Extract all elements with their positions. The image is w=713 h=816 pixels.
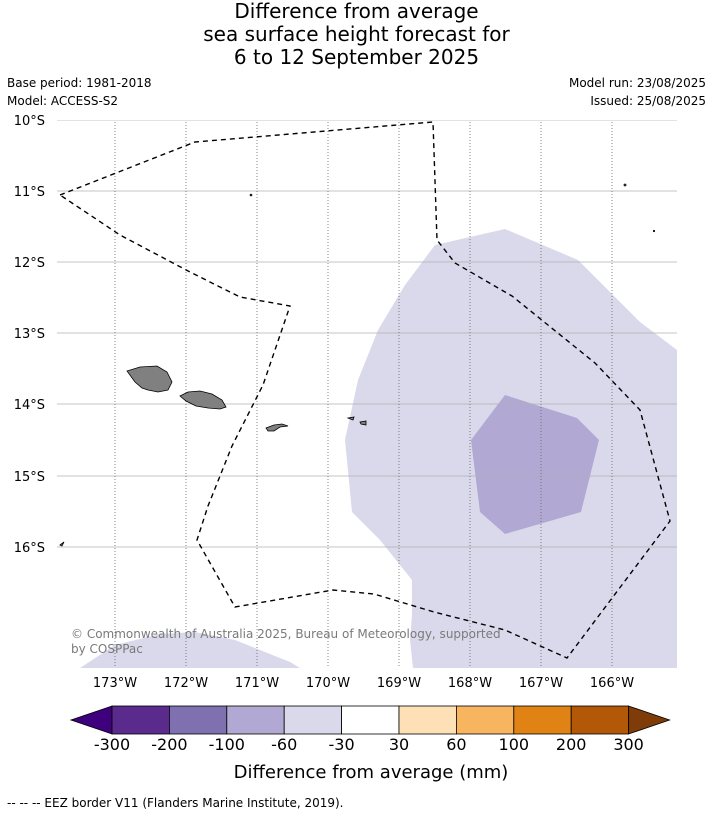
lon-label: 166°W: [590, 676, 634, 691]
island-tokelau-b: [652, 229, 656, 233]
lat-label: 16°S: [14, 541, 45, 556]
colorbar-extension-min: [69, 705, 113, 735]
model-name: Model: ACCESS-S2: [7, 94, 119, 108]
contour-band-neg100-neg60: [471, 395, 599, 534]
meta-right: Model run: 23/08/2025 Issued: 25/08/2025: [569, 74, 706, 110]
lat-label: 12°S: [14, 256, 45, 271]
copyright-line-1: © Commonwealth of Australia 2025, Bureau…: [71, 627, 501, 641]
island-savaii: [126, 365, 173, 393]
colorbar-segment: [570, 705, 630, 735]
island-manua: [346, 416, 367, 426]
colorbar-tick-label: -300: [94, 735, 130, 754]
island-wallis-futuna: [59, 541, 65, 547]
lon-label: 173°W: [93, 676, 137, 691]
lon-label: 172°W: [164, 676, 208, 691]
lon-label: 168°W: [448, 676, 492, 691]
latitude-labels: 10°S 11°S 12°S 13°S 14°S 15°S 16°S: [14, 114, 45, 556]
colorbar-extension-max: [628, 705, 671, 735]
copyright-line-2: by COSPPac: [71, 642, 143, 656]
contour-band-neg60-neg30-southwest: [80, 632, 300, 668]
colorbar-segment: [513, 705, 572, 735]
title-line-2: sea surface height forecast for: [203, 22, 510, 46]
colorbar-tick-label: -200: [151, 735, 187, 754]
colorbar-tick-label: 100: [499, 735, 530, 754]
island-tokelau-a: [623, 183, 627, 187]
colorbar: -300 -200 -100 -60 -30 30 60 100 200 300: [69, 705, 671, 754]
colorbar-segment: [111, 705, 170, 735]
colorbar-segment: [226, 705, 285, 735]
map-title: Difference from average sea surface heig…: [0, 0, 713, 69]
colorbar-tick-label: 30: [389, 735, 409, 754]
lat-label: 13°S: [14, 327, 45, 342]
lon-label: 167°W: [519, 676, 563, 691]
meta-left: Base period: 1981-2018 Model: ACCESS-S2: [7, 74, 152, 110]
eez-border-samoa: [59, 121, 671, 659]
island-swains: [249, 193, 253, 197]
island-tutuila: [265, 423, 289, 432]
lon-label: 170°W: [306, 676, 350, 691]
eez-borders: [59, 121, 671, 659]
longitude-labels: 173°W 172°W 171°W 170°W 169°W 168°W 167°…: [93, 676, 634, 691]
colorbar-title: Difference from average (mm): [233, 762, 509, 783]
colorbar-segment: [168, 705, 228, 735]
meridians: [114, 120, 613, 668]
colorbar-tick-label: 300: [613, 735, 644, 754]
title-line-1: Difference from average: [234, 0, 479, 23]
island-upolu: [179, 390, 227, 410]
lat-label: 10°S: [14, 114, 45, 129]
title-line-3: 6 to 12 September 2025: [233, 45, 480, 69]
base-period: Base period: 1981-2018: [7, 76, 152, 90]
colorbar-segment: [455, 705, 515, 735]
colorbar-segment: [283, 705, 343, 735]
colorbar-tick-label: -60: [271, 735, 297, 754]
land: [59, 183, 656, 547]
lat-label: 15°S: [14, 470, 45, 485]
lat-label: 14°S: [14, 398, 45, 413]
model-run: Model run: 23/08/2025: [568, 76, 706, 90]
parallels: [57, 120, 677, 548]
lon-label: 171°W: [235, 676, 279, 691]
lat-label: 11°S: [14, 185, 45, 200]
issued-date: Issued: 25/08/2025: [590, 94, 706, 108]
colorbar-tick-label: -30: [329, 735, 355, 754]
map-plot-area: © Commonwealth of Australia 2025, Bureau…: [57, 120, 677, 668]
eez-footnote: -- -- -- EEZ border V11 (Flanders Marine…: [7, 796, 344, 810]
map-figure: © Commonwealth of Australia 2025, Bureau…: [14, 114, 677, 754]
colorbar-tick-label: 60: [446, 735, 466, 754]
lon-label: 169°W: [377, 676, 421, 691]
colorbar-tick-label: 200: [556, 735, 587, 754]
colorbar-segment: [341, 705, 400, 735]
colorbar-tick-label: -100: [209, 735, 245, 754]
colorbar-segment: [398, 705, 457, 735]
